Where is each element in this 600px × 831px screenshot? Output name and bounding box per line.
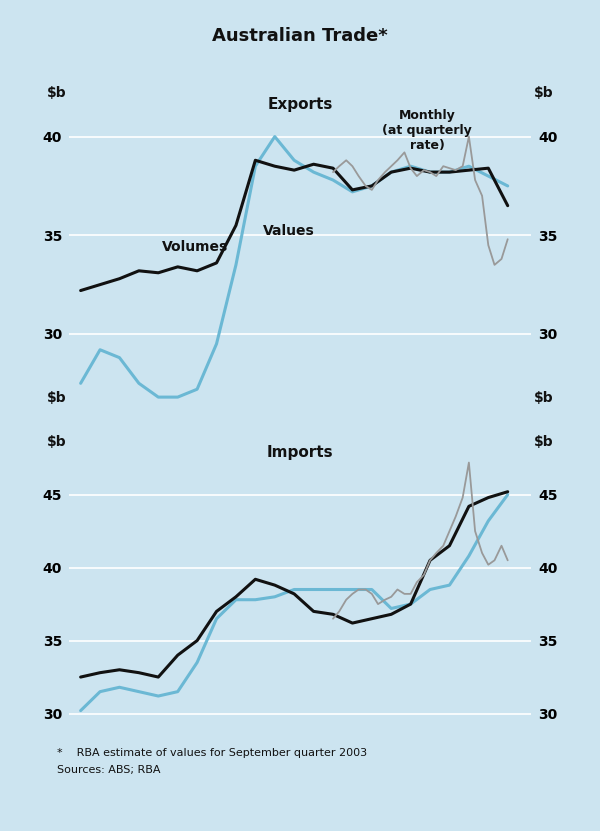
Text: $b: $b	[534, 86, 554, 100]
Text: Sources: ABS; RBA: Sources: ABS; RBA	[57, 765, 161, 774]
Text: Exports: Exports	[268, 96, 332, 111]
Text: $b: $b	[534, 391, 554, 405]
Text: *    RBA estimate of values for September quarter 2003: * RBA estimate of values for September q…	[57, 748, 367, 758]
Text: Volumes: Volumes	[162, 240, 229, 254]
Text: $b: $b	[46, 435, 66, 449]
Text: $b: $b	[534, 435, 554, 449]
Text: Imports: Imports	[266, 445, 334, 460]
Text: Monthly
(at quarterly
rate): Monthly (at quarterly rate)	[382, 110, 472, 152]
Text: $b: $b	[46, 391, 66, 405]
Text: Values: Values	[263, 224, 315, 238]
Text: Australian Trade*: Australian Trade*	[212, 27, 388, 46]
Text: $b: $b	[46, 86, 66, 100]
